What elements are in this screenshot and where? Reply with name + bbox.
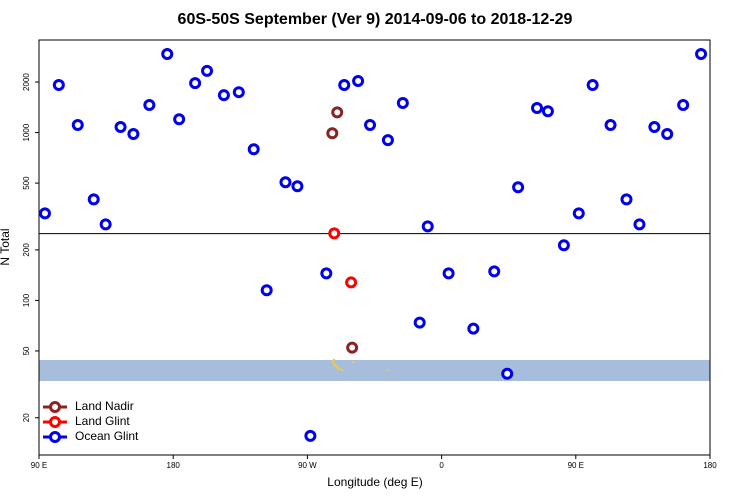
point	[38, 207, 51, 220]
point	[695, 47, 708, 60]
land-dots	[331, 358, 389, 372]
point	[99, 218, 112, 231]
point	[127, 128, 140, 141]
point	[189, 77, 202, 90]
point	[352, 74, 365, 87]
point	[346, 341, 359, 354]
point	[467, 322, 480, 335]
chart-title: 60S-50S September (Ver 9) 2014-09-06 to …	[178, 11, 573, 28]
x-tick-label: 180	[167, 461, 181, 470]
point	[413, 316, 426, 329]
point	[604, 118, 617, 131]
point	[442, 267, 455, 280]
legend-label: Land Glint	[75, 414, 130, 428]
legend-marker	[49, 401, 61, 413]
point	[320, 267, 333, 280]
point	[201, 64, 214, 77]
point	[331, 106, 344, 119]
x-axis-label: Longitude (deg E)	[327, 475, 422, 489]
y-tick-label: 20	[22, 413, 31, 422]
point	[345, 276, 358, 289]
point	[501, 367, 514, 380]
point	[326, 127, 339, 140]
point	[620, 193, 633, 206]
point	[173, 113, 186, 126]
point	[304, 429, 317, 442]
point	[661, 128, 674, 141]
point	[541, 105, 554, 118]
point	[396, 97, 409, 110]
y-tick-label: 50	[22, 346, 31, 355]
point	[557, 239, 570, 252]
point	[291, 180, 304, 193]
legend-label: Ocean Glint	[75, 429, 139, 443]
point	[71, 118, 84, 131]
point	[143, 98, 156, 111]
legend-marker	[49, 431, 61, 443]
point	[364, 118, 377, 131]
point	[114, 120, 127, 133]
point	[247, 143, 260, 156]
y-tick-label: 2000	[22, 73, 31, 91]
map-band	[39, 360, 710, 381]
point	[512, 181, 525, 194]
x-tick-label: 90 W	[298, 461, 317, 470]
legend-marker	[49, 416, 61, 428]
point	[381, 134, 394, 147]
point	[572, 207, 585, 220]
point	[328, 227, 341, 240]
y-axis-label: N Total	[0, 228, 12, 265]
legend-label: Land Nadir	[75, 399, 134, 413]
point	[87, 193, 100, 206]
point	[531, 102, 544, 115]
point	[648, 120, 661, 133]
y-tick-label: 100	[22, 293, 31, 307]
point	[260, 284, 273, 297]
point	[52, 79, 65, 92]
x-tick-label: 90 E	[31, 461, 47, 470]
y-tick-label: 200	[22, 243, 31, 257]
x-tick-label: 0	[439, 461, 444, 470]
point	[232, 86, 245, 99]
x-tick-label: 180	[703, 461, 717, 470]
point	[279, 176, 292, 189]
plot-frame	[38, 39, 711, 456]
point	[677, 98, 690, 111]
point	[586, 79, 599, 92]
point	[338, 79, 351, 92]
point	[488, 265, 501, 278]
point	[217, 89, 230, 102]
x-tick-label: 90 E	[568, 461, 584, 470]
y-tick-label: 500	[22, 176, 31, 190]
point	[421, 220, 434, 233]
y-tick-label: 1000	[22, 123, 31, 141]
point	[161, 47, 174, 60]
point	[633, 218, 646, 231]
